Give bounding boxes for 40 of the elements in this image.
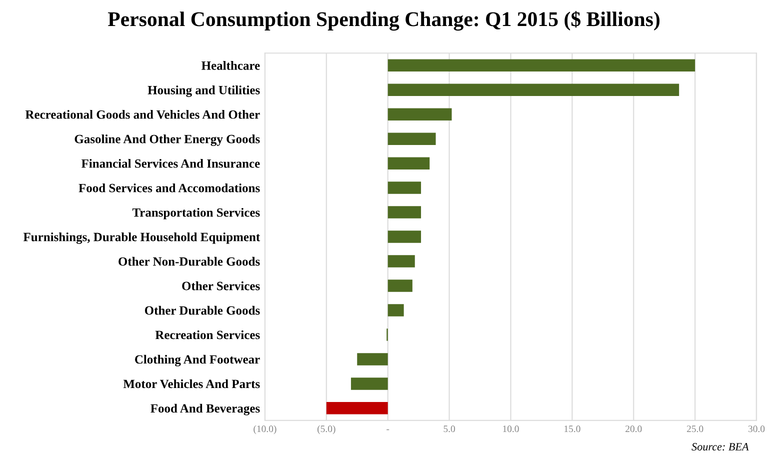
- source-note: Source: BEA: [692, 443, 749, 451]
- y-tick-label: Transportation Services: [132, 208, 260, 220]
- x-tick-label: 30.0: [748, 426, 765, 432]
- x-tick-label: 20.0: [626, 426, 642, 432]
- bar: [357, 353, 388, 366]
- x-tick-label: -: [386, 429, 390, 430]
- x-tick-label: 10.0: [503, 426, 519, 432]
- y-tick-label: Healthcare: [202, 61, 260, 70]
- x-tick-label: 25.0: [686, 426, 704, 432]
- chart-title: Personal Consumption Spending Change: Q1 2015 ($ Billions): [108, 10, 660, 31]
- y-tick-label: Food Services and Accomodations: [78, 183, 260, 192]
- x-tick-label: 5.0: [444, 426, 455, 432]
- y-tick-label: Gasoline And Other Energy Goods: [74, 134, 260, 146]
- y-tick-label: Furnishings, Durable Household Equipment: [23, 232, 260, 244]
- y-tick-label: Financial Services And Insurance: [81, 158, 260, 168]
- bar: [388, 132, 436, 145]
- y-tick-label: Housing and Utilities: [148, 86, 260, 97]
- x-tick-label: (10.0): [254, 425, 276, 434]
- y-tick-label: Other Durable Goods: [144, 306, 260, 315]
- bar: [388, 108, 452, 120]
- y-tick-label: Other Non-Durable Goods: [118, 256, 260, 266]
- y-tick-label: Clothing And Footwear: [135, 354, 260, 366]
- bar: [326, 402, 388, 414]
- x-tick-label: (5.0): [318, 425, 336, 434]
- x-tick-label: 15.0: [564, 426, 580, 432]
- bar: [388, 304, 404, 316]
- bar: [388, 255, 415, 268]
- y-tick-label: Recreation Services: [155, 330, 260, 340]
- y-tick-label: Recreational Goods and Vehicles And Other: [25, 110, 260, 119]
- bar: [388, 230, 422, 243]
- bar: [388, 157, 430, 170]
- y-tick-label: Motor Vehicles And Parts: [123, 379, 260, 388]
- y-tick-label: Food And Beverages: [150, 404, 260, 416]
- bar: [350, 378, 388, 390]
- bar: [388, 59, 696, 72]
- bar: [388, 182, 422, 194]
- bar: [388, 206, 422, 218]
- y-tick-label: Other Services: [182, 281, 260, 290]
- bar: [388, 280, 412, 292]
- bar: [388, 84, 680, 96]
